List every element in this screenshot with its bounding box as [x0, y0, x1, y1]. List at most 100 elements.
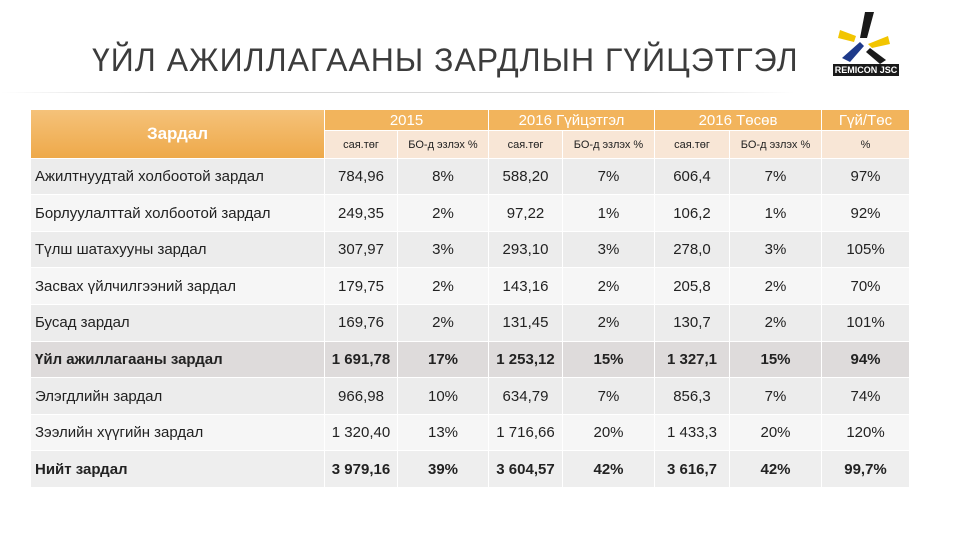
header-row-groups: Зардал 2015 2016 Гүйцэтгэл 2016 Төсөв Гү…	[31, 110, 910, 158]
table-cell: 42%	[730, 451, 822, 487]
subheader: БО-д эзлэх %	[398, 131, 488, 158]
row-label: Түлш шатахууны зардал	[31, 231, 324, 268]
table-cell: 94%	[822, 341, 910, 378]
table-cell: 20%	[563, 414, 654, 451]
table-cell: 2%	[730, 268, 822, 305]
table-cell: 278,0	[655, 231, 729, 268]
row-label: Нийт зардал	[31, 451, 324, 487]
table-cell: 1%	[730, 195, 822, 231]
table-cell: 131,45	[489, 305, 562, 341]
table-row: Элэгдлийн зардал 966,98 10% 634,79 7% 85…	[31, 378, 910, 414]
expense-table: Зардал 2015 2016 Гүйцэтгэл 2016 Төсөв Гү…	[30, 109, 910, 488]
table-cell: 2%	[398, 195, 488, 231]
row-label: Ажилтнуудтай холбоотой зардал	[31, 158, 324, 195]
table-cell: 2%	[563, 305, 654, 341]
subheader: сая.төг	[489, 131, 562, 158]
table-row: Засвах үйлчилгээний зардал 179,75 2% 143…	[31, 268, 910, 305]
table-cell: 3%	[398, 231, 488, 268]
row-label: Зээлийн хүүгийн зардал	[31, 414, 324, 451]
row-label: Борлуулалттай холбоотой зардал	[31, 195, 324, 231]
table-cell: 249,35	[325, 195, 397, 231]
table-cell: 20%	[730, 414, 822, 451]
table-cell: 784,96	[325, 158, 397, 195]
table-cell: 2%	[730, 305, 822, 341]
table-cell: 1 327,1	[655, 341, 729, 378]
table-cell: 169,76	[325, 305, 397, 341]
table-cell: 101%	[822, 305, 910, 341]
logo-text: REMICON JSC	[833, 64, 899, 76]
table-row: Зээлийн хүүгийн зардал 1 320,40 13% 1 71…	[31, 414, 910, 451]
table-cell: 3%	[563, 231, 654, 268]
table-cell: 70%	[822, 268, 910, 305]
table-cell: 1 433,3	[655, 414, 729, 451]
table-cell: 17%	[398, 341, 488, 378]
table-cell: 97%	[822, 158, 910, 195]
group-header-variance: Гүй/Төс	[822, 110, 910, 131]
table-cell: 74%	[822, 378, 910, 414]
subtotal-row: Үйл ажиллагааны зардал 1 691,78 17% 1 25…	[31, 341, 910, 378]
table-cell: 13%	[398, 414, 488, 451]
table-cell: 99,7%	[822, 451, 910, 487]
table-cell: 179,75	[325, 268, 397, 305]
table-cell: 7%	[563, 378, 654, 414]
table-cell: 15%	[563, 341, 654, 378]
row-label: Бусад зардал	[31, 305, 324, 341]
total-row: Нийт зардал 3 979,16 39% 3 604,57 42% 3 …	[31, 451, 910, 487]
table-cell: 1 691,78	[325, 341, 397, 378]
table-cell: 15%	[730, 341, 822, 378]
table-cell: 293,10	[489, 231, 562, 268]
table-cell: 92%	[822, 195, 910, 231]
table-cell: 966,98	[325, 378, 397, 414]
subheader: БО-д эзлэх %	[563, 131, 654, 158]
table-cell: 588,20	[489, 158, 562, 195]
table-cell: 1%	[563, 195, 654, 231]
table-cell: 3 604,57	[489, 451, 562, 487]
table-cell: 42%	[563, 451, 654, 487]
table-cell: 143,16	[489, 268, 562, 305]
table-cell: 307,97	[325, 231, 397, 268]
table-row: Ажилтнуудтай холбоотой зардал 784,96 8% …	[31, 158, 910, 195]
table-cell: 130,7	[655, 305, 729, 341]
table-cell: 10%	[398, 378, 488, 414]
subheader: %	[822, 131, 910, 158]
table-cell: 105%	[822, 231, 910, 268]
table-cell: 120%	[822, 414, 910, 451]
title-divider	[0, 92, 795, 93]
group-header-2016-budget: 2016 Төсөв	[655, 110, 822, 131]
subheader: БО-д эзлэх %	[730, 131, 822, 158]
row-label: Элэгдлийн зардал	[31, 378, 324, 414]
corner-header: Зардал	[31, 110, 324, 158]
table-cell: 856,3	[655, 378, 729, 414]
table-row: Түлш шатахууны зардал 307,97 3% 293,10 3…	[31, 231, 910, 268]
table-cell: 1 716,66	[489, 414, 562, 451]
table-cell: 606,4	[655, 158, 729, 195]
table-cell: 2%	[398, 268, 488, 305]
table-cell: 7%	[730, 158, 822, 195]
header-row-units: сая.төг БО-д эзлэх % сая.төг БО-д эзлэх …	[31, 131, 910, 158]
table-cell: 3 616,7	[655, 451, 729, 487]
table-cell: 97,22	[489, 195, 562, 231]
table-row: Борлуулалттай холбоотой зардал 249,35 2%…	[31, 195, 910, 231]
table-row: Бусад зардал 169,76 2% 131,45 2% 130,7 2…	[31, 305, 910, 341]
table-cell: 106,2	[655, 195, 729, 231]
row-label: Үйл ажиллагааны зардал	[31, 341, 324, 378]
row-label: Засвах үйлчилгээний зардал	[31, 268, 324, 305]
table-cell: 205,8	[655, 268, 729, 305]
table-cell: 8%	[398, 158, 488, 195]
table-cell: 634,79	[489, 378, 562, 414]
table-cell: 3%	[730, 231, 822, 268]
table-cell: 1 320,40	[325, 414, 397, 451]
table-cell: 7%	[563, 158, 654, 195]
table-cell: 7%	[730, 378, 822, 414]
table-cell: 39%	[398, 451, 488, 487]
subheader: сая.төг	[325, 131, 397, 158]
table-cell: 1 253,12	[489, 341, 562, 378]
group-header-2015: 2015	[325, 110, 488, 131]
page-title: ҮЙЛ АЖИЛЛАГААНЫ ЗАРДЛЫН ГҮЙЦЭТГЭЛ	[92, 42, 799, 78]
table-cell: 3 979,16	[325, 451, 397, 487]
table-cell: 2%	[398, 305, 488, 341]
table-cell: 2%	[563, 268, 654, 305]
remicon-logo-icon	[838, 12, 890, 64]
group-header-2016-actual: 2016 Гүйцэтгэл	[489, 110, 654, 131]
subheader: сая.төг	[655, 131, 729, 158]
